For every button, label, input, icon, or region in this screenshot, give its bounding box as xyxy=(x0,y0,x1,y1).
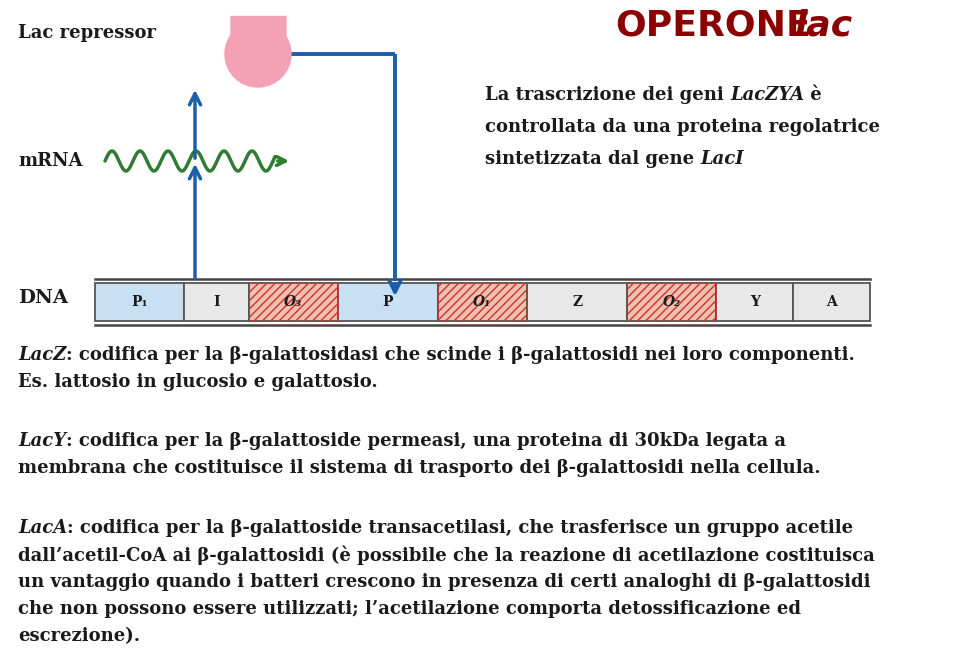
Bar xyxy=(716,283,793,321)
Text: : codifica per la β-galattoside permeasi, una proteina di 30kDa legata a: : codifica per la β-galattoside permeasi… xyxy=(66,432,786,450)
Bar xyxy=(793,283,870,321)
Bar xyxy=(438,283,526,321)
Text: I: I xyxy=(213,295,220,309)
Text: DNA: DNA xyxy=(18,289,68,307)
Text: che non possono essere utilizzati; l’acetilazione comporta detossificazione ed: che non possono essere utilizzati; l’ace… xyxy=(18,600,801,618)
Text: LacI: LacI xyxy=(700,150,744,168)
Bar xyxy=(627,283,716,321)
Text: lac: lac xyxy=(795,8,854,42)
Text: P₁: P₁ xyxy=(131,295,148,309)
Text: P: P xyxy=(383,295,393,309)
Text: sintetizzata dal gene: sintetizzata dal gene xyxy=(485,150,700,168)
Text: LacA: LacA xyxy=(18,519,67,537)
Bar xyxy=(248,283,338,321)
Text: O₂: O₂ xyxy=(663,295,681,309)
Text: Lac repressor: Lac repressor xyxy=(18,24,156,42)
Circle shape xyxy=(225,21,291,87)
Bar xyxy=(438,283,526,321)
Text: controllata da una proteina regolatrice: controllata da una proteina regolatrice xyxy=(485,118,880,136)
Bar xyxy=(248,283,338,321)
Text: LacZ: LacZ xyxy=(18,346,66,364)
Bar xyxy=(526,283,627,321)
Text: A: A xyxy=(826,295,837,309)
Bar xyxy=(95,283,184,321)
Bar xyxy=(184,283,248,321)
Text: LacZYA: LacZYA xyxy=(730,86,805,104)
Text: è: è xyxy=(805,86,822,104)
Text: : codifica per la β-galattoside transacetilasi, che trasferisce un gruppo acetil: : codifica per la β-galattoside transace… xyxy=(67,519,854,537)
Text: Z: Z xyxy=(573,295,582,309)
Text: O₁: O₁ xyxy=(474,295,492,309)
Text: membrana che costituisce il sistema di trasporto dei β-galattosidi nella cellula: membrana che costituisce il sistema di t… xyxy=(18,460,821,477)
Text: mRNA: mRNA xyxy=(18,152,82,170)
Text: Y: Y xyxy=(750,295,760,309)
Text: OPERONE: OPERONE xyxy=(615,8,810,42)
Text: un vantaggio quando i batteri crescono in presenza di certi analoghi di β-galatt: un vantaggio quando i batteri crescono i… xyxy=(18,573,871,591)
Bar xyxy=(338,283,438,321)
Text: O₃: O₃ xyxy=(284,295,302,309)
Text: La trascrizione dei geni: La trascrizione dei geni xyxy=(485,86,730,104)
Bar xyxy=(627,283,716,321)
Text: dall’acetil-CoA ai β-galattosidi (è possibile che la reazione di acetilazione co: dall’acetil-CoA ai β-galattosidi (è poss… xyxy=(18,546,875,565)
Text: LacY: LacY xyxy=(18,432,66,450)
Text: Es. lattosio in glucosio e galattosio.: Es. lattosio in glucosio e galattosio. xyxy=(18,373,378,391)
Text: : codifica per la β-galattosidasi che scinde i β-galattosidi nei loro componenti: : codifica per la β-galattosidasi che sc… xyxy=(66,346,855,364)
Text: escrezione).: escrezione). xyxy=(18,627,140,644)
